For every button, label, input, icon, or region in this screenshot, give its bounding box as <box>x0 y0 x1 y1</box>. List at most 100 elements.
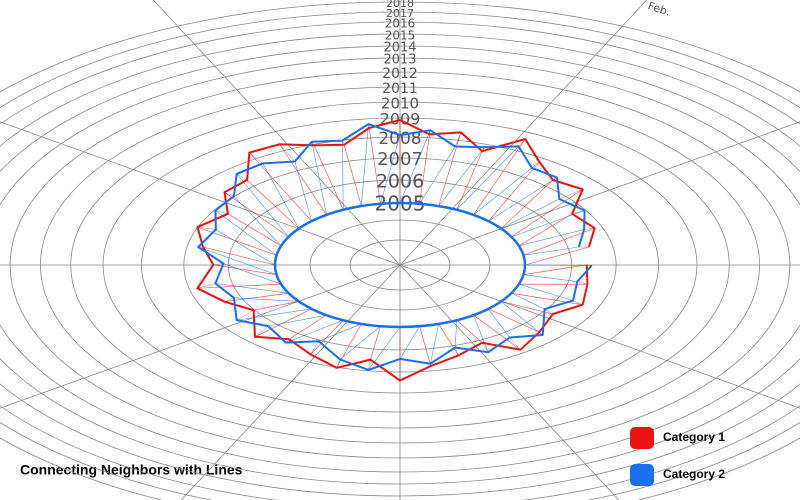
neighbor-line <box>224 192 234 197</box>
neighbor-line <box>419 146 456 204</box>
neighbor-line <box>531 161 540 169</box>
r-tick-label: 2013 <box>383 53 416 68</box>
neighbor-line <box>488 177 558 222</box>
spoke <box>399 264 620 500</box>
neighbor-line <box>262 163 300 229</box>
neighbor-line <box>279 144 327 216</box>
neighbor-line <box>368 127 381 204</box>
neighbor-line <box>419 326 432 367</box>
neighbor-line <box>518 229 585 247</box>
r-tick-label: 2012 <box>382 66 418 82</box>
neighbor-line <box>215 229 276 266</box>
neighbor-line <box>368 359 371 370</box>
neighbor-line <box>511 292 583 305</box>
legend-swatch <box>630 427 654 449</box>
neighbor-line <box>254 325 269 337</box>
spoke <box>399 121 800 266</box>
neighbor-line <box>430 323 439 364</box>
r-tick-label: 2017 <box>386 7 414 20</box>
spoke <box>0 264 401 409</box>
spoke <box>152 0 401 266</box>
neighbor-line <box>523 274 578 282</box>
r-tick-label: 2010 <box>381 95 419 113</box>
neighbor-line <box>524 246 590 266</box>
neighbor-line <box>456 146 519 210</box>
neighbor-line <box>318 323 362 342</box>
neighbor-line <box>577 281 588 285</box>
grid-ring <box>70 101 730 429</box>
neighbor-line <box>544 308 554 315</box>
neighbor-line <box>454 320 458 348</box>
neighbor-line <box>285 319 344 343</box>
spoke <box>399 264 800 409</box>
neighbor-line <box>215 210 228 215</box>
neighbor-line <box>197 226 216 230</box>
legend-label: Category 1 <box>663 430 725 444</box>
neighbor-line <box>511 189 583 238</box>
grid-ring <box>0 11 800 500</box>
neighbor-line <box>236 173 248 181</box>
neighbor-line <box>438 323 459 356</box>
neighbor-line <box>559 189 583 200</box>
r-tick-label: 2009 <box>380 110 421 129</box>
r-tick-label: 2018 <box>386 0 414 10</box>
series-line <box>197 123 593 371</box>
spoke <box>0 121 401 266</box>
neighbor-line <box>253 301 299 311</box>
neighbor-line <box>488 161 540 222</box>
neighbor-line <box>419 134 430 204</box>
neighbor-line <box>288 314 327 340</box>
neighbor-line <box>254 308 312 338</box>
neighbor-line <box>523 264 587 275</box>
neighbor-line <box>488 308 510 338</box>
neighbor-line <box>249 152 263 164</box>
grid-ring <box>9 71 791 459</box>
neighbor-line <box>227 213 282 247</box>
neighbor-line <box>455 347 459 356</box>
neighbor-line <box>310 320 344 355</box>
neighbor-line <box>310 341 320 355</box>
neighbor-line <box>473 314 521 350</box>
base-ring <box>273 201 527 329</box>
neighbor-line <box>224 297 234 302</box>
neighbor-line <box>473 167 533 216</box>
neighbor-line <box>500 179 554 229</box>
neighbor-line <box>456 151 483 210</box>
neighbor-line <box>511 292 545 310</box>
neighbor-line <box>294 161 312 222</box>
grid-ring <box>0 33 800 497</box>
legend-swatch <box>630 464 654 486</box>
neighbor-line <box>500 198 560 229</box>
neighbor-line <box>473 138 526 216</box>
neighbor-line <box>313 145 344 210</box>
r-tick-label: 2011 <box>382 81 418 97</box>
neighbor-line <box>370 326 381 360</box>
grid-ring <box>102 117 698 413</box>
neighbor-line <box>246 179 300 229</box>
neighbor-line <box>215 210 277 256</box>
neighbor-line <box>584 227 595 230</box>
spoke <box>399 0 648 266</box>
grid-ring <box>0 45 800 485</box>
angular-label: Feb. <box>646 0 672 19</box>
grid-ring <box>0 57 800 473</box>
neighbor-line <box>223 263 282 285</box>
neighbor-line <box>215 283 289 294</box>
neighbor-line <box>473 315 489 353</box>
grid-ring <box>40 86 760 444</box>
neighbor-line <box>213 263 224 266</box>
neighbor-line <box>509 337 521 350</box>
neighbor-line <box>336 359 341 368</box>
neighbor-line <box>336 323 362 368</box>
neighbor-line <box>523 246 579 256</box>
neighbor-line <box>518 283 574 301</box>
neighbor-line <box>198 246 277 275</box>
r-tick-label: 2016 <box>385 17 416 31</box>
neighbor-line <box>197 283 216 289</box>
legend-label: Category 2 <box>663 467 725 481</box>
neighbor-line <box>233 195 282 247</box>
neighbor-line <box>572 210 585 215</box>
